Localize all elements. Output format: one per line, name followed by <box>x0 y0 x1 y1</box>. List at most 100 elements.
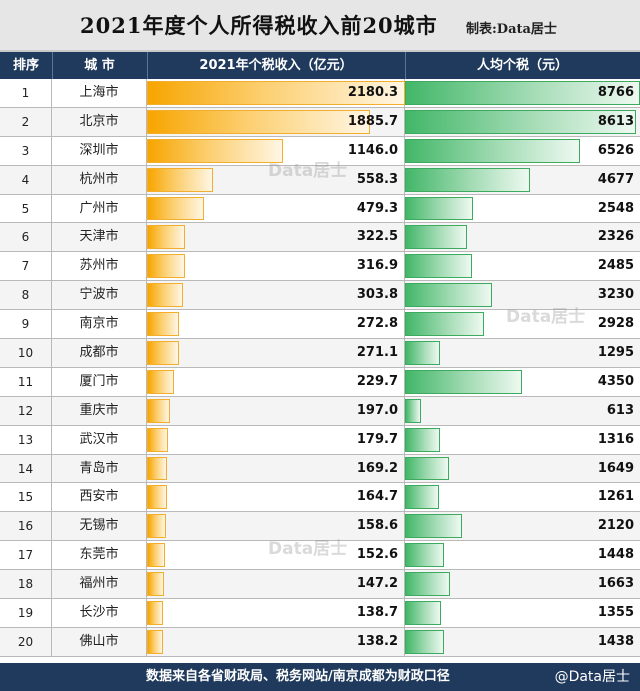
header-tax: 2021年个税收入（亿元） <box>199 58 353 73</box>
per-capita-value: 2485 <box>597 258 634 274</box>
credit-label: 制表:Data居士 <box>466 22 557 37</box>
header-divider <box>147 52 148 79</box>
per-capita-cell: 1438 <box>405 628 640 656</box>
per-capita-value: 2928 <box>597 316 634 332</box>
per-capita-cell: 8613 <box>405 108 640 136</box>
city-cell: 武汉市 <box>52 425 147 454</box>
city-cell: 南京市 <box>52 310 147 339</box>
table-row: 11 厦门市 229.7 4350 <box>0 367 640 397</box>
table-row: 1 上海市 2180.3 8766 <box>0 79 640 108</box>
table-row: 8 宁波市 303.8 3230 <box>0 281 640 311</box>
rank-cell: 20 <box>0 627 52 656</box>
rank-cell: 6 <box>0 223 52 252</box>
rank-cell: 1 <box>0 79 52 107</box>
header-divider <box>405 52 406 79</box>
per-capita-value: 613 <box>606 402 634 418</box>
tax-bar <box>147 138 283 163</box>
per-capita-bar <box>405 456 450 481</box>
tax-value: 272.8 <box>356 316 398 332</box>
tax-cell: 147.2 <box>147 570 405 599</box>
tax-value: 152.6 <box>356 547 398 563</box>
city-cell: 厦门市 <box>52 367 147 396</box>
per-capita-bar <box>405 601 442 625</box>
rank-cell: 10 <box>0 339 52 367</box>
city-cell: 杭州市 <box>52 165 147 194</box>
per-capita-bar <box>405 543 444 568</box>
city-cell: 无锡市 <box>52 512 147 541</box>
tax-bar <box>147 629 164 654</box>
table-row: 3 深圳市 1146.0 6526 <box>0 136 640 166</box>
table-row: 7 苏州市 316.9 2485 <box>0 252 640 282</box>
tax-cell: 152.6 <box>147 541 405 570</box>
tax-value: 1146.0 <box>347 142 398 158</box>
per-capita-value: 1316 <box>597 431 634 447</box>
per-capita-value: 1663 <box>597 576 634 592</box>
rank-cell: 13 <box>0 425 52 454</box>
tax-bar <box>147 514 166 539</box>
tax-bar <box>147 543 166 568</box>
per-capita-cell: 2120 <box>405 512 640 540</box>
per-capita-bar <box>405 167 531 192</box>
tax-bar <box>147 283 183 308</box>
per-capita-cell: 1355 <box>405 599 640 627</box>
header-rank: 排序 <box>12 58 39 73</box>
table-row: 5 广州市 479.3 2548 <box>0 194 640 224</box>
per-capita-cell: 1295 <box>405 339 640 367</box>
table-row: 18 福州市 147.2 1663 <box>0 570 640 600</box>
tax-value: 303.8 <box>356 287 398 303</box>
tax-value: 164.7 <box>356 489 398 505</box>
city-cell: 青岛市 <box>52 454 147 483</box>
table-body: 1 上海市 2180.3 8766 2 北京市 1885.7 8613 3 深圳市 1146.0 65… <box>0 79 640 657</box>
city-cell: 东莞市 <box>52 541 147 570</box>
tax-value: 2180.3 <box>347 85 398 100</box>
per-capita-cell: 6526 <box>405 137 640 165</box>
city-cell: 上海市 <box>52 79 147 107</box>
city-cell: 苏州市 <box>52 252 147 281</box>
per-capita-value: 8613 <box>597 113 634 129</box>
city-cell: 佛山市 <box>52 627 147 656</box>
per-capita-bar <box>405 109 636 134</box>
city-cell: 西安市 <box>52 483 147 512</box>
tax-cell: 169.2 <box>147 454 405 483</box>
per-capita-value: 4677 <box>597 171 634 187</box>
rank-cell: 17 <box>0 541 52 570</box>
tax-cell: 138.7 <box>147 599 405 627</box>
city-cell: 天津市 <box>52 223 147 252</box>
table-row: 17 东莞市 152.6 1448 <box>0 541 640 571</box>
table-row: 16 无锡市 158.6 2120 <box>0 512 640 542</box>
table-row: 6 天津市 322.5 2326 <box>0 223 640 253</box>
rank-cell: 4 <box>0 165 52 194</box>
tax-value: 316.9 <box>356 258 398 274</box>
tax-cell: 2180.3 <box>147 79 405 107</box>
per-capita-bar <box>405 196 474 221</box>
tax-value: 138.2 <box>356 633 398 649</box>
source-note: 数据来自各省财政局、税务网站/南京成都为财政口径 <box>146 669 450 684</box>
city-cell: 深圳市 <box>52 136 147 165</box>
per-capita-value: 1295 <box>597 345 634 361</box>
per-capita-bar <box>405 572 450 597</box>
tax-bar <box>147 196 204 221</box>
city-cell: 北京市 <box>52 107 147 136</box>
tax-value: 271.1 <box>356 345 398 361</box>
rank-cell: 3 <box>0 136 52 165</box>
per-capita-cell: 4677 <box>405 166 640 194</box>
table-row: 13 武汉市 179.7 1316 <box>0 425 640 455</box>
per-capita-cell: 1649 <box>405 455 640 483</box>
city-cell: 长沙市 <box>52 599 147 627</box>
per-capita-value: 8766 <box>597 85 634 100</box>
tax-value: 158.6 <box>356 518 398 534</box>
rank-cell: 5 <box>0 194 52 223</box>
tax-bar <box>147 398 171 423</box>
table-header: 排序 城 市 2021年个税收入（亿元） 人均个税（元） <box>0 52 640 79</box>
per-capita-cell: 8766 <box>405 79 640 107</box>
tax-bar <box>147 254 185 279</box>
tax-cell: 1885.7 <box>147 107 405 136</box>
tax-cell: 271.1 <box>147 339 405 367</box>
chart-title: 2021年度个人所得税收入前20城市 <box>80 13 438 38</box>
city-cell: 广州市 <box>52 194 147 223</box>
per-capita-bar <box>405 629 444 654</box>
table-row: 15 西安市 164.7 1261 <box>0 483 640 513</box>
per-capita-cell: 2326 <box>405 223 640 251</box>
brand-label: @Data居士 <box>554 669 630 685</box>
table-row: 19 长沙市 138.7 1355 <box>0 599 640 628</box>
